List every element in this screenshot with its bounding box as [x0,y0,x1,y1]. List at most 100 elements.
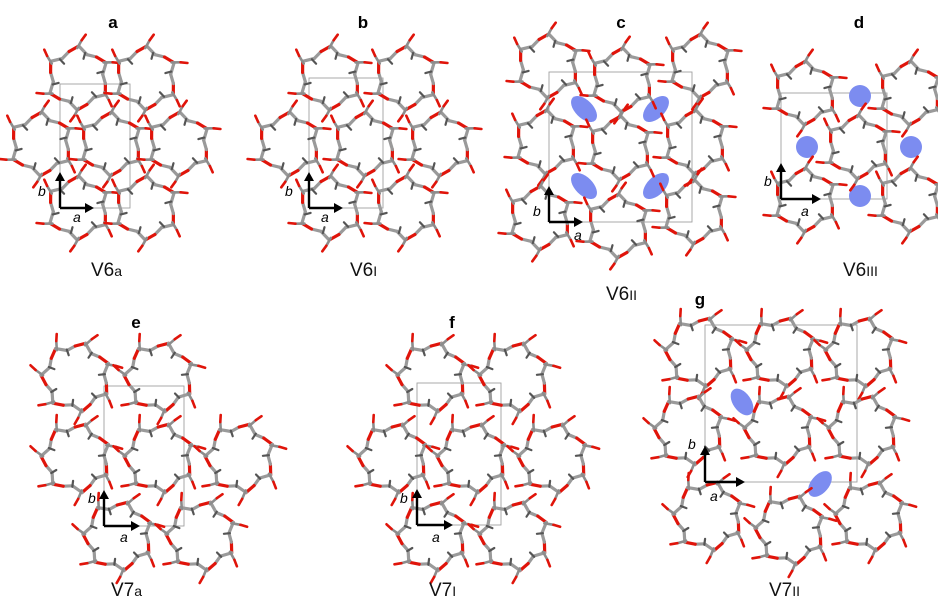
bond [664,454,678,460]
bond [574,454,584,457]
b-axis-arrowhead [700,446,710,455]
bond [673,69,682,74]
bond [907,160,916,172]
bond [867,456,879,467]
bond [729,512,739,515]
bond [228,550,236,562]
bond [287,91,297,95]
bond [87,351,93,359]
bond [546,558,552,568]
bond [8,120,16,131]
molecule-ring [823,471,918,565]
bond [397,484,409,495]
molecule-ring [815,102,901,192]
bond [126,58,134,65]
bond [815,160,825,164]
bond [407,401,421,407]
molecule-ring [732,385,827,479]
bond [540,170,549,182]
bond [296,162,307,173]
bond [860,469,867,479]
bond [721,452,727,462]
bond [746,453,759,459]
bond [150,181,155,190]
bond [582,443,594,449]
bond [928,192,937,197]
molecule-ring [112,413,207,507]
molecule-ring [503,97,589,187]
bond [114,364,124,370]
bond [204,157,212,168]
bond [883,203,892,208]
bond [39,373,48,387]
bond [795,236,803,245]
bond [470,364,480,370]
bond [685,230,690,239]
bond [778,203,787,208]
bond [237,497,244,507]
molecule-ring [867,155,938,245]
bond [737,421,748,430]
molecule-ring [287,163,373,253]
bond [679,85,693,91]
bond [667,42,676,53]
bond [278,445,288,451]
bond [793,386,802,394]
bond [759,314,764,327]
bond [627,166,638,177]
bond [464,558,470,568]
bond [636,218,645,223]
bond [312,49,323,61]
bond [552,523,562,529]
bond [811,452,817,462]
bond [804,486,813,494]
bond [892,64,903,76]
bond [424,200,433,205]
bond [776,469,783,479]
bond [154,522,162,531]
bond [671,512,680,526]
bond [786,390,797,400]
bond [706,225,714,232]
bond [543,102,552,114]
bond [518,403,530,414]
bond [682,526,690,533]
bond [834,220,841,230]
bond [614,176,623,188]
bond [718,225,727,236]
bond [743,516,751,525]
bond [880,85,887,99]
bond [170,432,176,440]
bond [32,162,37,171]
axis-arrows [412,489,453,530]
bond [740,455,750,460]
bond [650,455,660,460]
bond [756,376,770,382]
bond [803,330,815,340]
bond [849,323,854,332]
bond [673,231,687,237]
bond [528,46,536,53]
bond [678,314,683,327]
bond [575,239,585,243]
bond [712,541,724,553]
molecule-ring [577,103,663,193]
bond [834,362,842,369]
bond [697,316,712,323]
bond [830,453,843,459]
bond [845,540,859,546]
bond [785,73,793,80]
bond [837,166,851,172]
bond [553,160,564,171]
bond [137,114,144,123]
bond [338,147,347,152]
axis-label-a: a [710,488,718,504]
bond [647,421,658,430]
bond [680,46,688,53]
bond [447,162,458,173]
bond [859,487,864,496]
bond [526,122,534,129]
bond [212,127,222,131]
bond [785,180,793,187]
bond [473,127,483,131]
